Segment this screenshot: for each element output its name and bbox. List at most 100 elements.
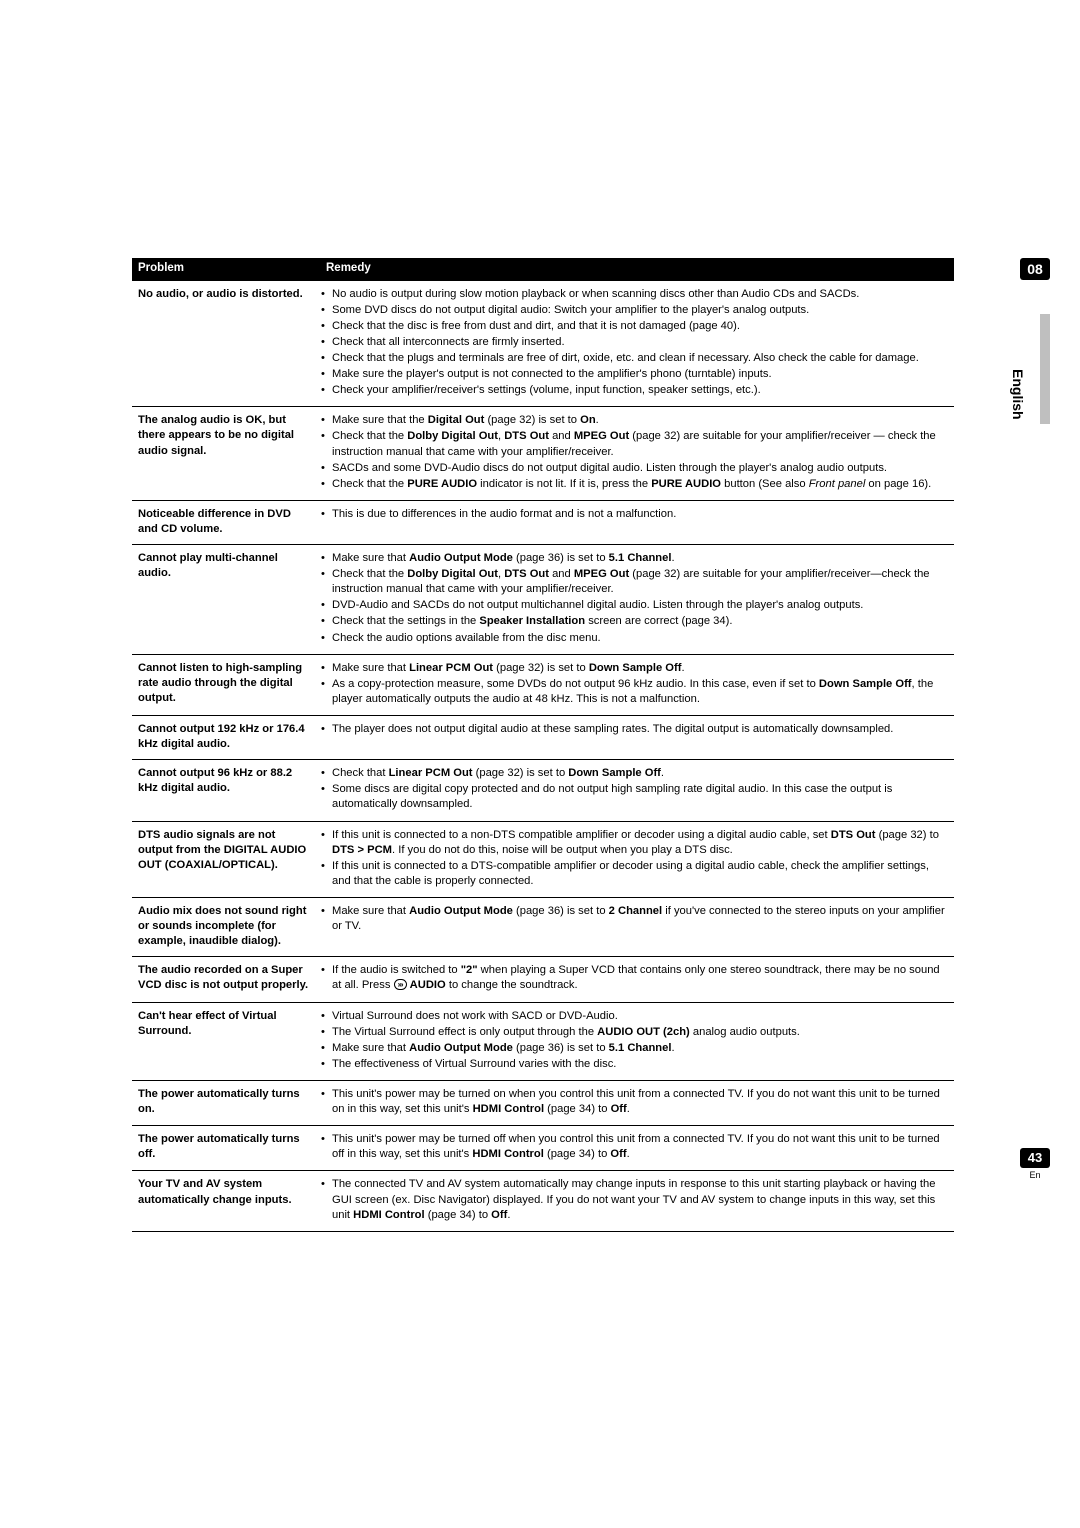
text-bold: Off xyxy=(610,1148,626,1160)
table-row: Cannot listen to high-sampling rate audi… xyxy=(132,654,954,715)
text: Check that all interconnects are firmly … xyxy=(332,336,565,348)
text: (page 36) is set to xyxy=(513,905,609,917)
remedy-cell: If the audio is switched to "2" when pla… xyxy=(320,957,954,1002)
text: As a copy-protection measure, some DVDs … xyxy=(332,678,819,690)
text: (page 32) to xyxy=(876,829,939,841)
remedy-item: Make sure that Audio Output Mode (page 3… xyxy=(320,1041,948,1056)
text: and xyxy=(549,568,574,580)
remedy-item: As a copy-protection measure, some DVDs … xyxy=(320,677,948,707)
table-row: DTS audio signals are not output from th… xyxy=(132,821,954,897)
language-tab: English xyxy=(1020,314,1050,424)
remedy-list: If this unit is connected to a non-DTS c… xyxy=(320,828,948,889)
text: Check that the plugs and terminals are f… xyxy=(332,352,919,364)
table-row: Your TV and AV system automatically chan… xyxy=(132,1171,954,1231)
text: Make sure that the xyxy=(332,414,428,426)
remedy-cell: Make sure that Audio Output Mode (page 3… xyxy=(320,545,954,655)
page-language-code: En xyxy=(1020,1170,1050,1180)
remedy-item: Make sure that Linear PCM Out (page 32) … xyxy=(320,661,948,676)
remedy-cell: Make sure that the Digital Out (page 32)… xyxy=(320,407,954,501)
text: Check that the xyxy=(332,478,407,490)
text-bold: On xyxy=(580,414,596,426)
text: . xyxy=(627,1148,630,1160)
text: If this unit is connected to a non-DTS c… xyxy=(332,829,831,841)
text: (page 32) is set to xyxy=(473,767,569,779)
remedy-item: Make sure the player's output is not con… xyxy=(320,367,948,382)
remedy-item: No audio is output during slow motion pl… xyxy=(320,287,948,302)
remedy-list: The connected TV and AV system automatic… xyxy=(320,1177,948,1222)
table-row: Noticeable difference in DVD and CD volu… xyxy=(132,500,954,544)
remedy-cell: Virtual Surround does not work with SACD… xyxy=(320,1002,954,1080)
remedy-cell: No audio is output during slow motion pl… xyxy=(320,281,954,407)
remedy-item: The connected TV and AV system automatic… xyxy=(320,1177,948,1222)
problem-cell: Cannot output 96 kHz or 88.2 kHz digital… xyxy=(132,760,320,821)
troubleshooting-table: Problem Remedy No audio, or audio is dis… xyxy=(132,258,954,1232)
page-number-badge: 43 xyxy=(1020,1148,1050,1168)
table-row: Cannot output 96 kHz or 88.2 kHz digital… xyxy=(132,760,954,821)
text: Make sure that xyxy=(332,1042,409,1054)
text: Make sure that xyxy=(332,552,409,564)
text: (page 32) is set to xyxy=(493,662,589,674)
text-bold: Off xyxy=(491,1209,507,1221)
remedy-list: Make sure that Linear PCM Out (page 32) … xyxy=(320,661,948,707)
remedy-cell: If this unit is connected to a non-DTS c… xyxy=(320,821,954,897)
audio-icon: ››› xyxy=(394,979,407,990)
text-bold: Down Sample Off xyxy=(589,662,682,674)
text-bold: HDMI Control xyxy=(353,1209,424,1221)
remedy-item: If the audio is switched to "2" when pla… xyxy=(320,963,948,993)
text: Check the audio options available from t… xyxy=(332,632,601,644)
remedy-item: Check that all interconnects are firmly … xyxy=(320,335,948,350)
text: (page 36) is set to xyxy=(513,552,609,564)
remedy-cell: Check that Linear PCM Out (page 32) is s… xyxy=(320,760,954,821)
remedy-item: SACDs and some DVD-Audio discs do not ou… xyxy=(320,461,948,476)
table-row: Audio mix does not sound right or sounds… xyxy=(132,898,954,957)
text-bold: 2 Channel xyxy=(609,905,662,917)
remedy-item: If this unit is connected to a non-DTS c… xyxy=(320,828,948,858)
remedy-item: This unit's power may be turned off when… xyxy=(320,1132,948,1162)
remedy-item: Check that the PURE AUDIO indicator is n… xyxy=(320,477,948,492)
remedy-list: Make sure that the Digital Out (page 32)… xyxy=(320,413,948,492)
remedy-item: Some discs are digital copy protected an… xyxy=(320,782,948,812)
remedy-list: Make sure that Audio Output Mode (page 3… xyxy=(320,551,948,646)
text: Check that the xyxy=(332,430,407,442)
text: (page 34) to xyxy=(544,1148,611,1160)
header-problem: Problem xyxy=(132,258,320,281)
remedy-item: Check that the Dolby Digital Out, DTS Ou… xyxy=(320,567,948,597)
remedy-item: Make sure that Audio Output Mode (page 3… xyxy=(320,904,948,934)
remedy-list: Check that Linear PCM Out (page 32) is s… xyxy=(320,766,948,812)
problem-cell: DTS audio signals are not output from th… xyxy=(132,821,320,897)
problem-cell: The audio recorded on a Super VCD disc i… xyxy=(132,957,320,1002)
table-row: The analog audio is OK, but there appear… xyxy=(132,407,954,501)
remedy-cell: Make sure that Linear PCM Out (page 32) … xyxy=(320,654,954,715)
text-bold: DTS Out xyxy=(504,568,549,580)
text-bold: Audio Output Mode xyxy=(409,552,513,564)
remedy-item: This is due to differences in the audio … xyxy=(320,507,948,522)
text: Make sure the player's output is not con… xyxy=(332,368,772,380)
text: button (See also xyxy=(721,478,809,490)
text: SACDs and some DVD-Audio discs do not ou… xyxy=(332,462,887,474)
text: Some DVD discs do not output digital aud… xyxy=(332,304,809,316)
text-bold: AUDIO OUT (2ch) xyxy=(597,1026,690,1038)
remedy-list: This is due to differences in the audio … xyxy=(320,507,948,522)
remedy-item: DVD-Audio and SACDs do not output multic… xyxy=(320,598,948,613)
remedy-cell: This unit's power may be turned off when… xyxy=(320,1126,954,1171)
text: (page 34) to xyxy=(544,1103,611,1115)
text: Some discs are digital copy protected an… xyxy=(332,783,892,810)
text-bold: DTS Out xyxy=(504,430,549,442)
remedy-list: Make sure that Audio Output Mode (page 3… xyxy=(320,904,948,934)
text: This unit's power may be turned off when… xyxy=(332,1133,940,1160)
text: . xyxy=(507,1209,510,1221)
text: . xyxy=(681,662,684,674)
remedy-cell: This is due to differences in the audio … xyxy=(320,500,954,544)
remedy-item: Check your amplifier/receiver's settings… xyxy=(320,383,948,398)
text: Check that the disc is free from dust an… xyxy=(332,320,740,332)
text-bold: PURE AUDIO xyxy=(407,478,477,490)
text-bold: Off xyxy=(611,1103,627,1115)
remedy-list: Virtual Surround does not work with SACD… xyxy=(320,1009,948,1072)
text: to change the soundtrack. xyxy=(446,979,578,991)
remedy-item: Check that the settings in the Speaker I… xyxy=(320,614,948,629)
text-bold: Down Sample Off xyxy=(568,767,661,779)
remedy-item: The effectiveness of Virtual Surround va… xyxy=(320,1057,948,1072)
remedy-item: The Virtual Surround effect is only outp… xyxy=(320,1025,948,1040)
text-bold: Linear PCM Out xyxy=(389,767,473,779)
text: (page 36) is set to xyxy=(513,1042,609,1054)
